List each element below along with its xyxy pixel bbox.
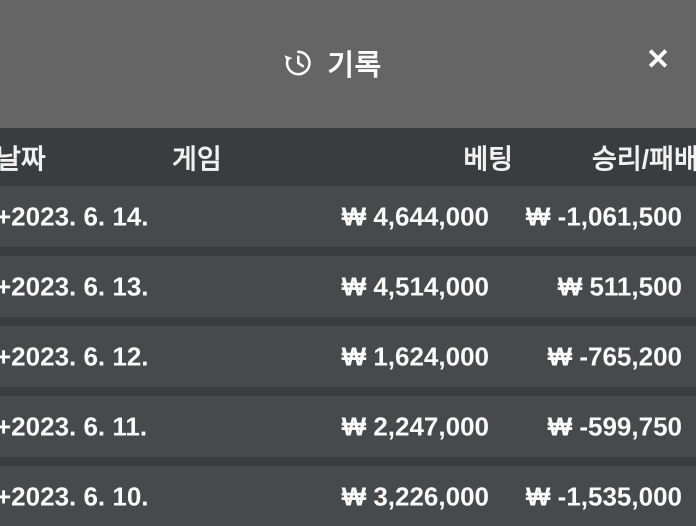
table-row[interactable]: +2023. 6. 14. ₩ 4,644,000 ₩ -1,061,500 bbox=[0, 186, 696, 247]
row-bet: ₩ 4,514,000 bbox=[341, 271, 489, 301]
row-winloss: ₩ -765,200 bbox=[547, 341, 682, 371]
modal-title-group: 기록 bbox=[282, 42, 381, 84]
column-header-date: 날짜 bbox=[0, 144, 46, 175]
row-date: +2023. 6. 12. bbox=[0, 341, 149, 371]
column-header-winloss: 승리/패배 bbox=[592, 144, 696, 175]
row-date: +2023. 6. 11. bbox=[0, 411, 148, 441]
modal-header: 기록 ✕ bbox=[0, 0, 696, 128]
column-header-game: 게임 bbox=[172, 144, 222, 175]
table-header-row: 날짜 게임 베팅 승리/패배 bbox=[0, 128, 696, 186]
row-winloss: ₩ -1,535,000 bbox=[525, 481, 682, 511]
row-bet: ₩ 4,644,000 bbox=[341, 201, 489, 231]
modal-title: 기록 bbox=[327, 50, 382, 82]
row-winloss: ₩ 511,500 bbox=[557, 271, 682, 301]
table-row[interactable]: +2023. 6. 12. ₩ 1,624,000 ₩ -765,200 bbox=[0, 326, 696, 387]
row-bet: ₩ 3,226,000 bbox=[341, 481, 489, 511]
table-row[interactable]: +2023. 6. 11. ₩ 2,247,000 ₩ -599,750 bbox=[0, 396, 696, 457]
table-row[interactable]: +2023. 6. 13. ₩ 4,514,000 ₩ 511,500 bbox=[0, 256, 696, 317]
row-winloss: ₩ -599,750 bbox=[547, 411, 682, 441]
row-date: +2023. 6. 14. bbox=[0, 201, 149, 231]
close-icon: ✕ bbox=[645, 44, 671, 76]
row-date: +2023. 6. 10. bbox=[0, 481, 149, 511]
table-row[interactable]: +2023. 6. 10. ₩ 3,226,000 ₩ -1,535,000 bbox=[0, 466, 696, 526]
history-icon bbox=[282, 47, 314, 79]
history-rows: +2023. 6. 14. ₩ 4,644,000 ₩ -1,061,500 +… bbox=[0, 186, 696, 526]
history-table: 날짜 게임 베팅 승리/패배 +2023. 6. 14. ₩ 4,644,000… bbox=[0, 128, 696, 526]
close-button[interactable]: ✕ bbox=[636, 38, 680, 82]
row-winloss: ₩ -1,061,500 bbox=[525, 201, 682, 231]
row-bet: ₩ 2,247,000 bbox=[341, 411, 489, 441]
row-date: +2023. 6. 13. bbox=[0, 271, 149, 301]
row-bet: ₩ 1,624,000 bbox=[341, 341, 489, 371]
column-header-bet: 베팅 bbox=[463, 144, 513, 175]
